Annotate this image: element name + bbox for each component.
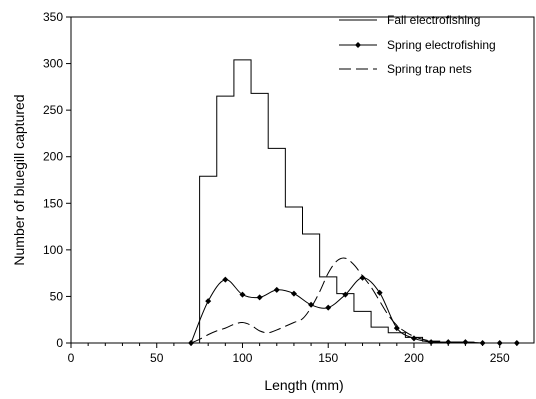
series-layer: [188, 59, 520, 346]
legend-entry-fall-electrofishing: Fall electrofishing: [339, 13, 480, 27]
legend-entry-spring-trap-nets: Spring trap nets: [339, 62, 472, 76]
legend-entry-spring-electrofishing: Spring electrofishing: [339, 38, 496, 52]
legend-label-spring-trap-nets: Spring trap nets: [387, 62, 472, 76]
spring-electrofishing-point: [359, 274, 366, 281]
y-tick-label: 200: [43, 150, 63, 164]
spring-electrofishing-point: [462, 339, 469, 346]
spring-electrofishing-point: [205, 298, 212, 305]
x-tick-label: 0: [68, 351, 75, 365]
legend-label-spring-electrofishing: Spring electrofishing: [387, 38, 496, 52]
spring-electrofishing-point: [308, 301, 315, 308]
legend: Fall electrofishing Spring electrofishin…: [339, 13, 496, 76]
spring-electrofishing-point: [273, 286, 280, 293]
x-tick-label: 250: [490, 351, 510, 365]
series-fall-electrofishing: [199, 59, 475, 343]
x-tick-label: 200: [404, 351, 424, 365]
y-tick-label: 300: [43, 57, 63, 71]
legend-label-fall-electrofishing: Fall electrofishing: [387, 13, 480, 27]
x-axis-title: Length (mm): [264, 377, 343, 393]
spring-electrofishing-point: [222, 276, 229, 283]
y-tick-label: 50: [50, 289, 64, 303]
spring-electrofishing-point: [410, 335, 417, 342]
spring-electrofishing-point: [393, 325, 400, 332]
y-axis-title: Number of bluegill captured: [11, 94, 27, 265]
axes-layer: 0 50 100 150 200 250 0 50 100 150 200 250 300 350: [43, 10, 518, 365]
y-tick-label: 350: [43, 10, 63, 24]
spring-electrofishing-point: [342, 291, 349, 298]
series-spring-trap-nets: [190, 257, 449, 344]
spring-electrofishing-point: [290, 290, 297, 297]
spring-electrofishing-point: [376, 289, 383, 296]
x-tick-label: 150: [318, 351, 338, 365]
spring-electrofishing-point: [256, 294, 263, 301]
y-tick-label: 250: [43, 103, 63, 117]
plot-frame: [70, 16, 535, 344]
legend-marker-spring-electrofishing: [355, 42, 361, 48]
y-tick-label: 0: [56, 336, 63, 350]
x-tick-label: 100: [232, 351, 252, 365]
plot-area: [70, 16, 535, 344]
spring-electrofishing-point: [428, 339, 435, 346]
spring-electrofishing-point: [239, 291, 246, 298]
spring-electrofishing-point: [325, 304, 332, 311]
x-tick-label: 50: [150, 351, 164, 365]
y-tick-label: 150: [43, 196, 63, 210]
spring-electrofishing-point: [445, 339, 452, 346]
y-tick-label: 100: [43, 243, 63, 257]
